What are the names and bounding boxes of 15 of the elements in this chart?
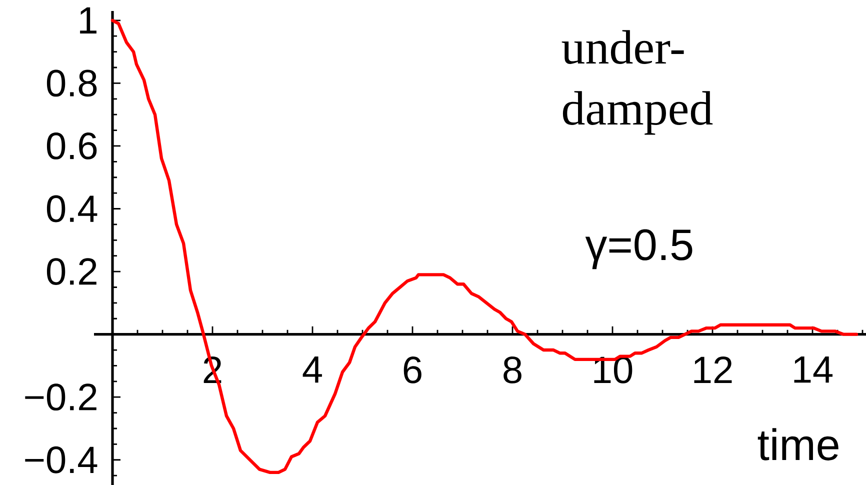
y-tick-label: −0.2	[25, 384, 96, 411]
y-tick-label: 1	[80, 7, 96, 34]
annotation: γ=0.5	[585, 229, 692, 270]
x-tick-label: 6	[404, 356, 422, 384]
y-tick-label: −0.4	[25, 446, 98, 474]
y-tick-label: 0.6	[46, 132, 97, 160]
y-tick-label: 0.2	[46, 258, 96, 285]
x-axis-title: time	[758, 428, 838, 460]
x-tick-label: 8	[504, 356, 522, 384]
annotation: under-damped	[562, 30, 713, 135]
x-tick-label: 14	[794, 356, 833, 383]
x-tick-label: 4	[302, 356, 322, 383]
x-tick-label: 12	[694, 356, 732, 384]
y-tick-label: 0.8	[46, 70, 97, 97]
y-tick-label: 0.4	[46, 195, 98, 222]
